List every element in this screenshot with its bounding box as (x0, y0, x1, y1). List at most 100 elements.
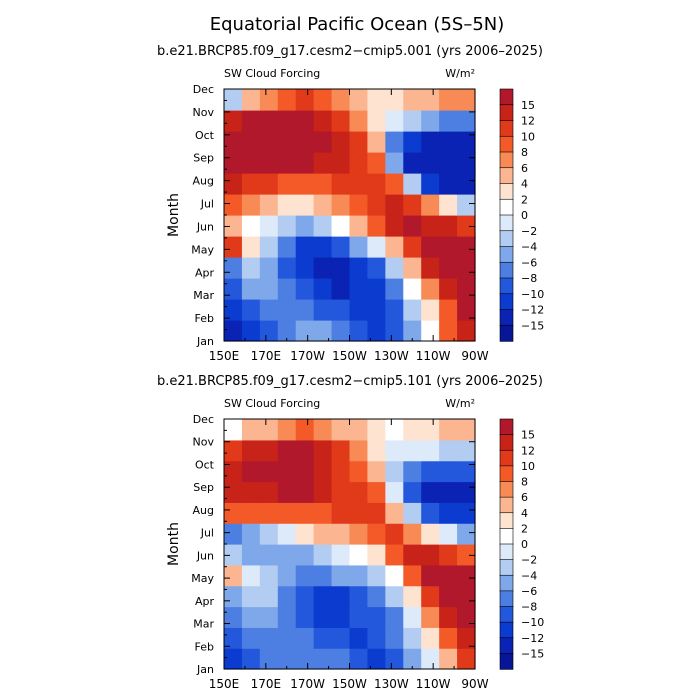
colorbar-label: 0 (521, 538, 528, 551)
heatmap-cell-dec-11 (421, 89, 440, 111)
heatmap-cell-feb-8 (367, 627, 386, 649)
heatmap-cell-sep-5 (313, 152, 333, 174)
y-tick-label-oct: Oct (195, 458, 215, 471)
heatmap-cell-dec-2 (259, 419, 279, 441)
panel-2: b.e21.BRCP85.f09_g17.cesm2−cmip5.101 (yr… (157, 374, 544, 691)
heatmap-cell-jul-12 (439, 523, 458, 545)
heatmap-cell-oct-2 (259, 131, 279, 153)
heatmap-cell-feb-12 (439, 299, 458, 321)
heatmap-cell-nov-1 (241, 439, 261, 462)
x-tick-label-150e: 150E (209, 677, 240, 691)
heatmap-cell-oct-12 (439, 460, 458, 483)
heatmap-cell-jul-13 (457, 194, 476, 216)
heatmap-cell-aug-10 (403, 173, 422, 195)
heatmap-cell-aug-0 (224, 173, 243, 195)
heatmap-cell-jun-8 (367, 215, 386, 237)
heatmap-cell-sep-10 (403, 152, 422, 174)
y-tick-label-aug: Aug (193, 175, 214, 188)
heatmap-cell-mar-10 (403, 278, 422, 300)
heatmap-cell-sep-11 (421, 481, 440, 503)
heatmap-cell-apr-1 (241, 585, 261, 608)
heatmap-cell-sep-2 (259, 152, 279, 174)
colorbar-label: −10 (521, 288, 544, 301)
heatmap-cell-aug-8 (367, 502, 386, 524)
y-tick-label-apr: Apr (195, 266, 215, 279)
heatmap-cell-dec-10 (403, 89, 422, 111)
heatmap-cell-apr-11 (421, 257, 440, 279)
y-tick-label-mar: Mar (193, 289, 214, 302)
y-tick-label-sep: Sep (193, 481, 214, 494)
heatmap-cell-aug-11 (421, 502, 440, 524)
heatmap-cell-jun-1 (241, 544, 261, 566)
heatmap-cell-sep-0 (224, 152, 243, 174)
heatmap-cell-feb-7 (349, 299, 369, 321)
heatmap-cell-sep-8 (367, 481, 386, 503)
colorbar-label: 8 (521, 146, 528, 159)
colorbar-label: −15 (521, 647, 544, 660)
x-tick-label-170e: 170E (251, 677, 282, 691)
colorbar-swatch-9 (499, 230, 514, 248)
heatmap-cell-jul-8 (367, 523, 386, 545)
colorbar-label: −2 (521, 554, 537, 567)
heatmap-cell-dec-7 (349, 89, 369, 111)
heatmap-cell-mar-13 (457, 278, 476, 300)
heatmap-cell-sep-12 (439, 152, 458, 174)
heatmap-cell-apr-8 (367, 257, 386, 279)
heatmap-cell-jan-13 (457, 648, 476, 670)
heatmap-cell-jul-9 (385, 194, 404, 216)
heatmap-cell-nov-6 (331, 439, 351, 462)
heatmap-cell-sep-2 (259, 481, 279, 503)
heatmap-cell-jan-6 (331, 648, 351, 670)
colorbar-swatch-10 (499, 574, 514, 592)
heatmap-cell-jan-2 (259, 320, 279, 342)
heatmap-cell-may-10 (403, 564, 422, 587)
y-tick-label-dec: Dec (193, 83, 214, 96)
heatmap-cell-nov-8 (367, 110, 386, 132)
heatmap-cell-oct-3 (277, 131, 297, 153)
y-axis-label: Month (166, 193, 182, 237)
colorbar-swatch-3 (499, 135, 514, 153)
colorbar-swatch-1 (499, 434, 514, 451)
y-axis-label: Month (166, 522, 182, 566)
heatmap-cell-jul-11 (421, 523, 440, 545)
heatmap-cell-may-6 (331, 236, 351, 258)
heatmap-cell-apr-13 (457, 257, 476, 279)
heatmap-cell-jan-4 (295, 648, 315, 670)
heatmap-cell-mar-2 (259, 278, 279, 300)
heatmap-cell-jan-5 (313, 320, 333, 342)
y-tick-label-apr: Apr (195, 595, 215, 608)
y-tick-label-feb: Feb (195, 640, 214, 653)
colorbar-swatch-13 (499, 293, 514, 311)
y-tick-label-jun: Jun (196, 549, 214, 562)
heatmap-cell-mar-10 (403, 606, 422, 628)
heatmap-cell-may-5 (313, 564, 333, 587)
heatmap-cell-aug-6 (331, 502, 351, 524)
colorbar-swatch-3 (499, 465, 514, 483)
y-tick-label-aug: Aug (193, 504, 214, 517)
panel-1: b.e21.BRCP85.f09_g17.cesm2−cmip5.001 (yr… (157, 44, 544, 363)
heatmap-cell-dec-11 (421, 419, 440, 441)
heatmap-cell-aug-12 (439, 502, 458, 524)
heatmap-cell-may-2 (259, 236, 279, 258)
heatmap-cell-nov-7 (349, 439, 369, 462)
colorbar-label: −6 (521, 585, 537, 598)
heatmap-cell-dec-5 (313, 89, 333, 111)
x-tick-label-110w: 110W (416, 677, 451, 691)
heatmap-cell-feb-5 (313, 299, 333, 321)
heatmap-cell-jul-3 (277, 523, 297, 545)
heatmap-cell-mar-12 (439, 606, 458, 628)
heatmap-cell-jan-5 (313, 648, 333, 670)
heatmap-cell-sep-4 (295, 152, 315, 174)
heatmap-cell-nov-7 (349, 110, 369, 132)
heatmap-cell-jan-11 (421, 320, 440, 342)
heatmap-cell-sep-9 (385, 152, 404, 174)
colorbar-label: 6 (521, 491, 528, 504)
heatmap-cell-jan-6 (331, 320, 351, 342)
heatmap (224, 89, 476, 342)
colorbar-swatch-14 (499, 309, 514, 326)
colorbar-swatch-11 (499, 261, 514, 279)
heatmap-cell-mar-9 (385, 606, 404, 628)
heatmap-cell-oct-0 (224, 460, 243, 483)
heatmap-cell-jul-6 (331, 523, 351, 545)
heatmap-cell-nov-4 (295, 439, 315, 462)
